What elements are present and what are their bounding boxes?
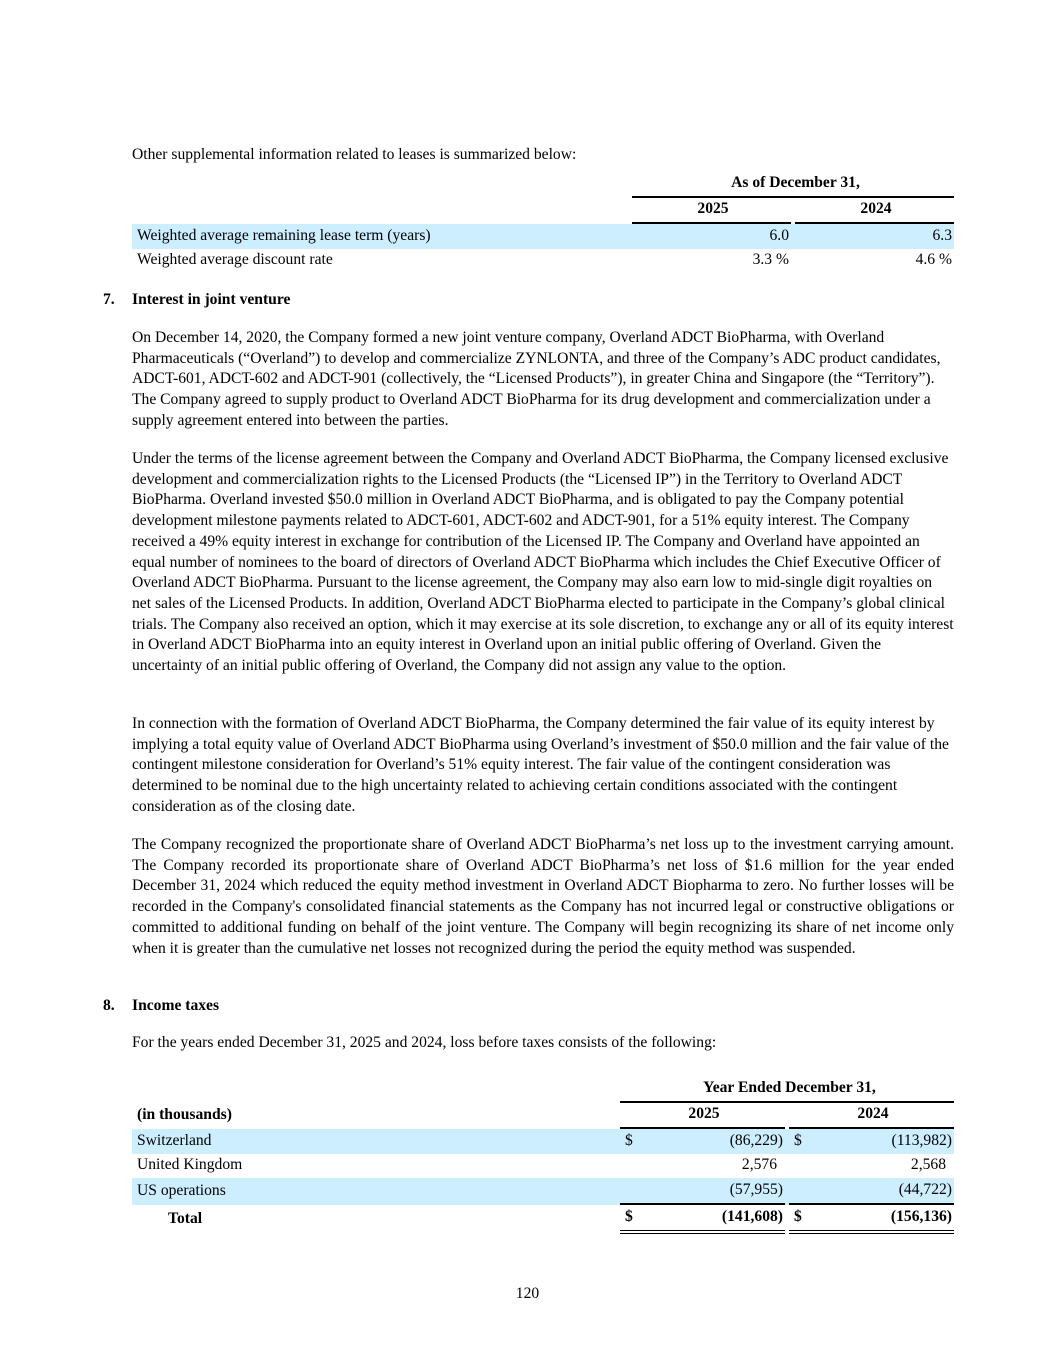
- lease-group-header: As of December 31,: [632, 171, 954, 198]
- paragraph: Under the terms of the license agreement…: [132, 450, 954, 675]
- lease-col-2025: 2025: [632, 198, 791, 224]
- paragraph: The Company recognized the proportionate…: [132, 836, 954, 957]
- table-row: US operations (57,955) (44,722): [132, 1178, 954, 1205]
- lease-intro: Other supplemental information related t…: [132, 146, 577, 163]
- table-row: Weighted average remaining lease term (y…: [132, 224, 954, 249]
- paragraph: On December 14, 2020, the Company formed…: [132, 329, 941, 429]
- lease-table: As of December 31, 2025 2024 Weighted av…: [132, 171, 954, 273]
- lease-col-2024: 2024: [795, 198, 954, 224]
- table-row: United Kingdom 2,576 2,568: [137, 1156, 946, 1174]
- total-row: Total $ (141,608) $ (156,136): [132, 1205, 954, 1234]
- section-8-heading: 8. Income taxes: [103, 997, 220, 1014]
- table-row: Weighted average discount rate 3.3 % 4.6…: [137, 251, 952, 269]
- unit-label: (in thousands): [137, 1106, 232, 1124]
- section-7-heading: 7. Interest in joint venture: [103, 291, 291, 308]
- table-row: Switzerland $ (86,229) $ (113,982): [132, 1129, 954, 1154]
- page-number: 120: [515, 1285, 540, 1302]
- paragraph: In connection with the formation of Over…: [132, 715, 949, 815]
- tax-table: Year Ended December 31, (in thousands) 2…: [132, 1076, 954, 1234]
- section-8-intro: For the years ended December 31, 2025 an…: [132, 1034, 717, 1051]
- tax-group-header: Year Ended December 31,: [620, 1076, 954, 1103]
